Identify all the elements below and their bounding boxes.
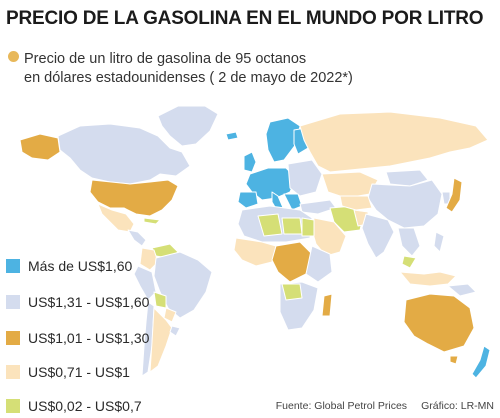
russia xyxy=(299,111,489,173)
greenland xyxy=(157,105,219,147)
legend-label: US$1,01 - US$1,30 xyxy=(28,330,150,346)
new-zealand xyxy=(471,345,491,379)
paraguay xyxy=(163,307,177,323)
japan xyxy=(445,177,463,213)
legend-label: US$0,02 - US$0,7 xyxy=(28,398,142,414)
uruguay xyxy=(169,325,181,337)
graphic-credit: Gráfico: LR-MN xyxy=(421,400,494,412)
canada xyxy=(57,123,191,185)
papua xyxy=(447,283,477,297)
philippines xyxy=(433,231,445,253)
legend-label: US$1,31 - US$1,60 xyxy=(28,294,150,310)
west-africa xyxy=(233,237,277,267)
eastern-europe xyxy=(287,159,323,197)
subtitle: Precio de un litro de gasolina de 95 oct… xyxy=(8,50,408,88)
angola-zambia xyxy=(281,283,303,301)
malaysia xyxy=(401,255,417,269)
uk-ireland xyxy=(243,151,257,173)
legend-swatch xyxy=(6,365,20,379)
chart-title: PRECIO DE LA GASOLINA EN EL MUNDO POR LI… xyxy=(6,8,484,29)
world-map xyxy=(19,105,491,379)
alaska xyxy=(19,133,61,161)
legend-swatch xyxy=(6,295,20,309)
central-america xyxy=(127,229,147,247)
libya xyxy=(281,217,303,235)
subtitle-line-2: en dólares estadounidenses ( 2 de mayo d… xyxy=(24,70,353,86)
cuba xyxy=(143,217,161,225)
legend-label: US$0,71 - US$1 xyxy=(28,364,130,380)
legend-swatch xyxy=(6,331,20,345)
source-credit: Fuente: Global Petrol Prices xyxy=(275,400,408,412)
western-europe xyxy=(245,167,297,201)
legend-swatch xyxy=(6,259,20,273)
peru-ecuador xyxy=(133,265,157,301)
iberia xyxy=(237,191,259,209)
australia xyxy=(403,293,475,353)
indonesia xyxy=(399,271,457,287)
tasmania xyxy=(449,355,459,365)
east-africa xyxy=(305,245,333,283)
mongolia xyxy=(385,169,429,187)
legend-label: Más de US$1,60 xyxy=(28,258,133,274)
scandinavia xyxy=(265,117,301,163)
china xyxy=(367,179,443,229)
southeast-asia xyxy=(397,227,421,257)
central-africa xyxy=(271,241,313,283)
egypt xyxy=(301,217,315,237)
algeria xyxy=(257,213,283,237)
india xyxy=(361,213,395,259)
bullet-icon xyxy=(8,51,19,62)
footer: Fuente: Global Petrol Prices Gráfico: LR-… xyxy=(276,400,494,412)
central-asia xyxy=(339,195,373,211)
continents xyxy=(19,105,491,379)
subtitle-line-1: Precio de un litro de gasolina de 95 oct… xyxy=(24,51,307,67)
brazil xyxy=(153,251,213,319)
iceland xyxy=(225,131,239,141)
colombia xyxy=(139,247,159,271)
argentina xyxy=(149,307,173,373)
legend-swatch xyxy=(6,399,20,413)
usa xyxy=(89,179,179,217)
balkans xyxy=(283,193,303,211)
madagascar xyxy=(321,293,333,317)
